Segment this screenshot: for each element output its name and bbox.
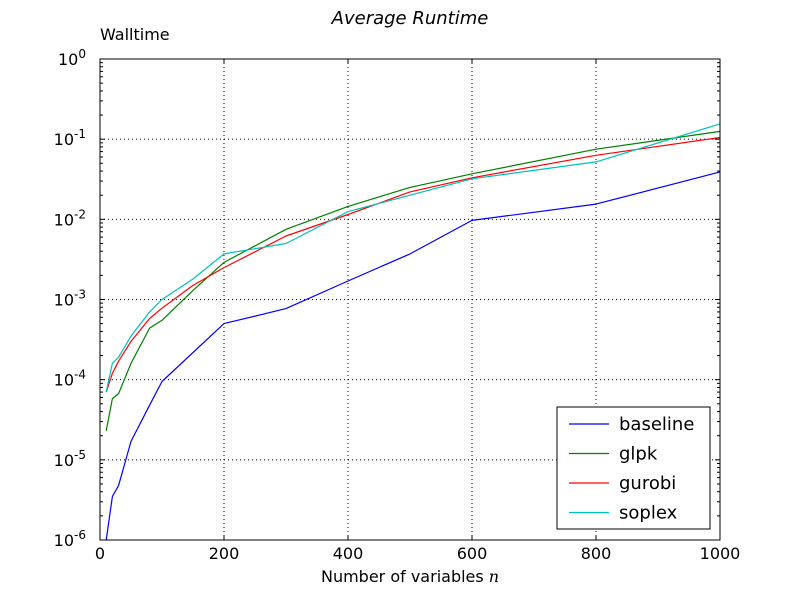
y-tick-exponent: -1: [74, 127, 86, 141]
y-tick-label: 10-1: [54, 127, 86, 149]
y-tick-exponent: -5: [74, 448, 86, 462]
y-tick-base: 10: [58, 50, 78, 69]
ticks-layer: 0 200 400 600 800 100010-610-510-410-310-210-…: [54, 47, 741, 563]
y-tick-label: 10-6: [54, 528, 86, 550]
y-tick-exponent: -4: [74, 368, 86, 382]
x-tick-label: 600: [457, 544, 488, 563]
legend-label-soplex: soplex: [619, 503, 678, 524]
x-tick-label: 800: [581, 544, 612, 563]
series-line-gurobi: [105, 136, 721, 393]
y-axis-label: Walltime: [100, 25, 170, 44]
legend-label-glpk: glpk: [619, 444, 658, 465]
y-tick-base: 10: [54, 210, 74, 229]
series-line-glpk: [105, 130, 721, 431]
x-axis-label-text: Number of variables: [321, 567, 484, 586]
y-tick-label: 100: [58, 47, 86, 69]
legend: baseline glpk gurobi soplex: [556, 406, 711, 530]
x-tick-label: 0: [95, 544, 105, 563]
legend-label-baseline: baseline: [619, 414, 694, 435]
x-tick-label: 1000: [700, 544, 741, 563]
y-tick-base: 10: [54, 451, 74, 470]
y-tick-base: 10: [54, 130, 74, 149]
x-tick-label: 200: [209, 544, 240, 563]
series-line-baseline: [105, 171, 721, 541]
series-layer: [105, 123, 721, 541]
x-axis-label: Number of variables n: [321, 567, 499, 586]
chart-title: Average Runtime: [331, 8, 489, 29]
y-tick-base: 10: [54, 531, 74, 550]
x-axis-label-var: n: [489, 567, 499, 586]
legend-label-gurobi: gurobi: [619, 473, 676, 494]
y-tick-exponent: 0: [78, 47, 86, 61]
y-tick-label: 10-2: [54, 207, 86, 229]
y-tick-exponent: -3: [74, 288, 86, 302]
y-tick-label: 10-5: [54, 448, 86, 470]
y-tick-label: 10-4: [54, 368, 86, 390]
x-tick-label: 400: [333, 544, 364, 563]
y-tick-label: 10-3: [54, 288, 86, 310]
y-tick-exponent: -6: [74, 528, 86, 542]
plot-frame: [99, 58, 721, 541]
legend-box: [556, 406, 711, 530]
y-tick-base: 10: [54, 371, 74, 390]
y-tick-exponent: -2: [74, 207, 86, 221]
series-line-soplex: [105, 123, 721, 393]
y-tick-base: 10: [54, 291, 74, 310]
